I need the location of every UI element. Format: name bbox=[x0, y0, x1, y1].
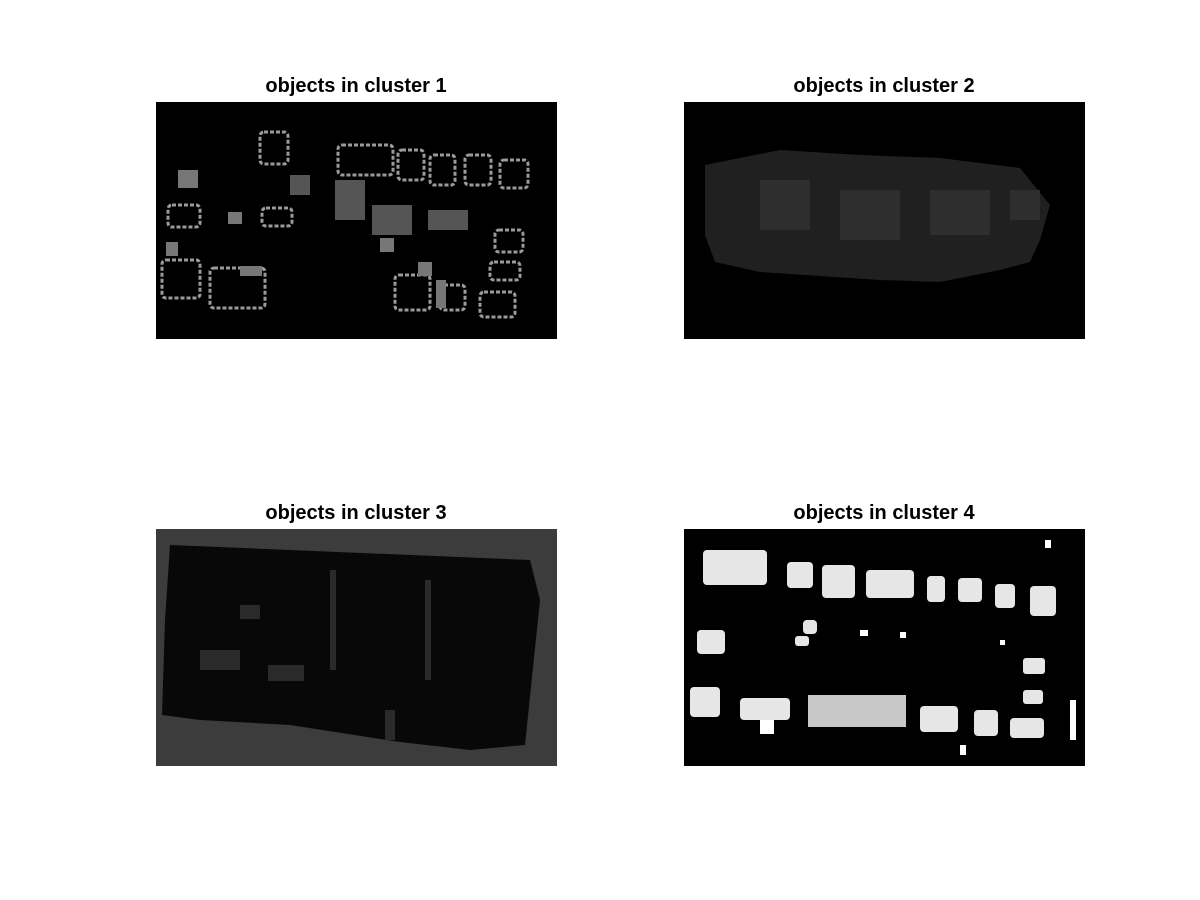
image-background bbox=[156, 102, 557, 339]
object-block bbox=[808, 695, 906, 727]
object-region bbox=[162, 545, 540, 750]
object-gap bbox=[200, 570, 431, 740]
object-speckle bbox=[760, 540, 1076, 755]
panel-title: objects in cluster 3 bbox=[265, 502, 446, 524]
object-fill bbox=[166, 170, 446, 308]
object-speckle bbox=[290, 175, 468, 235]
image-panel bbox=[684, 102, 1085, 339]
panel-title: objects in cluster 2 bbox=[793, 75, 974, 97]
image-panel bbox=[684, 529, 1085, 766]
object-blocks bbox=[690, 550, 1056, 738]
panel-title: objects in cluster 1 bbox=[265, 75, 446, 97]
panel-title: objects in cluster 4 bbox=[793, 502, 975, 524]
image-panel bbox=[156, 529, 557, 766]
object-region-light bbox=[760, 180, 1040, 240]
object-outlines bbox=[160, 130, 530, 319]
image-panel bbox=[156, 102, 557, 339]
